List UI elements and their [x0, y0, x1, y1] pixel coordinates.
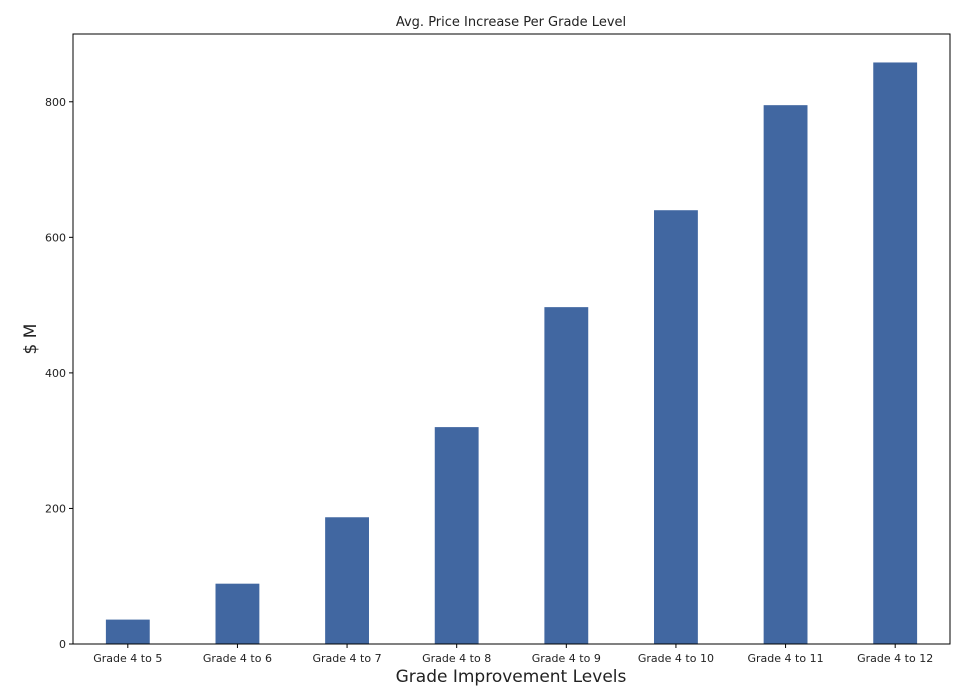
x-axis-ticks: Grade 4 to 5 Grade 4 to 6 Grade 4 to 7 Grad…	[93, 644, 933, 665]
x-tick-label: Grade 4 to 6	[203, 652, 272, 665]
x-tick-label: Grade 4 to 12	[857, 652, 933, 665]
x-tick-label: Grade 4 to 9	[532, 652, 601, 665]
bar-4	[434, 427, 479, 644]
x-tick-label: Grade 4 to 11	[748, 652, 824, 665]
x-tick-label: Grade 4 to 8	[422, 652, 491, 665]
bar-3	[325, 517, 369, 644]
y-tick-label: 200	[45, 502, 66, 515]
bar-1	[105, 619, 150, 644]
bar-7	[763, 105, 808, 645]
bar-6	[654, 210, 698, 644]
y-tick-label: 600	[45, 231, 66, 244]
x-tick-label: Grade 4 to 5	[93, 652, 162, 665]
bars-group	[105, 62, 918, 645]
y-axis-label: $ M	[21, 324, 41, 355]
y-tick-label: 400	[45, 367, 66, 380]
y-tick-label: 800	[45, 96, 66, 109]
y-tick-label: 0	[59, 638, 66, 651]
bar-5	[544, 307, 589, 644]
x-tick-label: Grade 4 to 10	[638, 652, 714, 665]
bar-8	[873, 62, 918, 645]
chart-title: Avg. Price Increase Per Grade Level	[396, 15, 626, 30]
y-axis-ticks: 0 200 400 600 800	[45, 96, 73, 651]
x-axis-label: Grade Improvement Levels	[396, 667, 627, 687]
plot-frame	[72, 33, 951, 645]
x-tick-label: Grade 4 to 7	[313, 652, 382, 665]
bar-2	[215, 583, 260, 644]
